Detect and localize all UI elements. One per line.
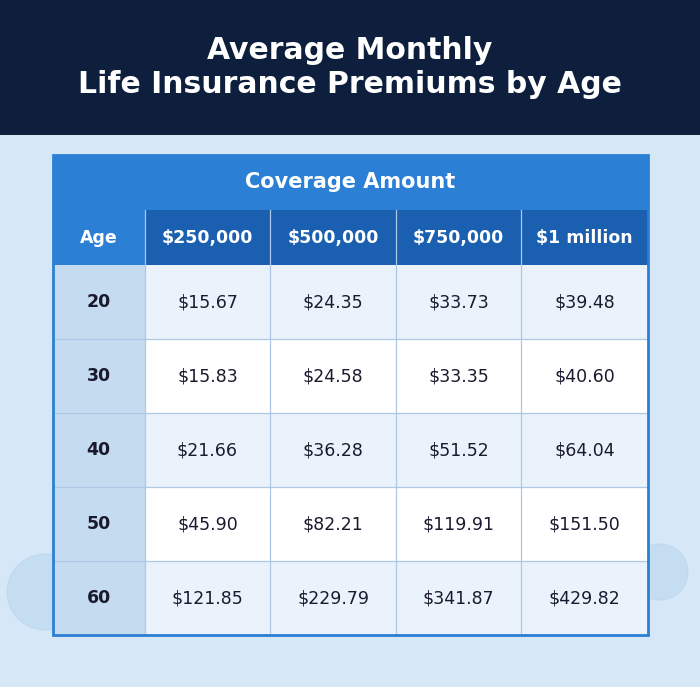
FancyBboxPatch shape	[52, 561, 145, 635]
FancyBboxPatch shape	[52, 339, 145, 414]
Text: $45.90: $45.90	[177, 515, 238, 533]
Text: $36.28: $36.28	[302, 441, 363, 460]
FancyBboxPatch shape	[52, 155, 648, 635]
FancyBboxPatch shape	[52, 155, 648, 210]
Circle shape	[7, 554, 83, 630]
Text: $64.04: $64.04	[554, 441, 615, 460]
FancyBboxPatch shape	[52, 339, 648, 414]
FancyBboxPatch shape	[52, 210, 648, 265]
Text: $250,000: $250,000	[162, 229, 253, 247]
Text: $21.66: $21.66	[177, 441, 238, 460]
Text: $500,000: $500,000	[288, 229, 379, 247]
Text: $1 million: $1 million	[536, 229, 633, 247]
Text: $15.83: $15.83	[177, 368, 238, 385]
Text: $82.21: $82.21	[302, 515, 363, 533]
Text: $24.58: $24.58	[302, 368, 363, 385]
Text: 20: 20	[87, 293, 111, 311]
Text: $341.87: $341.87	[423, 589, 494, 607]
FancyBboxPatch shape	[52, 561, 648, 635]
Text: $51.52: $51.52	[428, 441, 489, 460]
Text: Coverage Amount: Coverage Amount	[245, 172, 455, 192]
Text: Age: Age	[80, 229, 118, 247]
FancyBboxPatch shape	[52, 414, 145, 487]
Text: $39.48: $39.48	[554, 293, 615, 311]
FancyBboxPatch shape	[52, 265, 648, 339]
FancyBboxPatch shape	[0, 0, 700, 135]
Text: $121.85: $121.85	[172, 589, 244, 607]
Text: $151.50: $151.50	[549, 515, 620, 533]
Text: $15.67: $15.67	[177, 293, 238, 311]
Text: $33.73: $33.73	[428, 293, 489, 311]
Text: $40.60: $40.60	[554, 368, 615, 385]
Text: $429.82: $429.82	[549, 589, 620, 607]
Text: $24.35: $24.35	[302, 293, 363, 311]
Text: 30: 30	[87, 368, 111, 385]
Text: $33.35: $33.35	[428, 368, 489, 385]
FancyBboxPatch shape	[52, 265, 145, 339]
Text: 60: 60	[87, 589, 111, 607]
Circle shape	[632, 544, 688, 600]
Text: Average Monthly: Average Monthly	[207, 36, 493, 65]
Text: $119.91: $119.91	[423, 515, 495, 533]
FancyBboxPatch shape	[52, 487, 648, 561]
Text: $750,000: $750,000	[413, 229, 504, 247]
FancyBboxPatch shape	[52, 414, 648, 487]
FancyBboxPatch shape	[52, 210, 145, 265]
FancyBboxPatch shape	[52, 487, 145, 561]
Text: 40: 40	[87, 441, 111, 460]
Text: $229.79: $229.79	[297, 589, 369, 607]
Text: Life Insurance Premiums by Age: Life Insurance Premiums by Age	[78, 70, 622, 99]
Text: 50: 50	[87, 515, 111, 533]
